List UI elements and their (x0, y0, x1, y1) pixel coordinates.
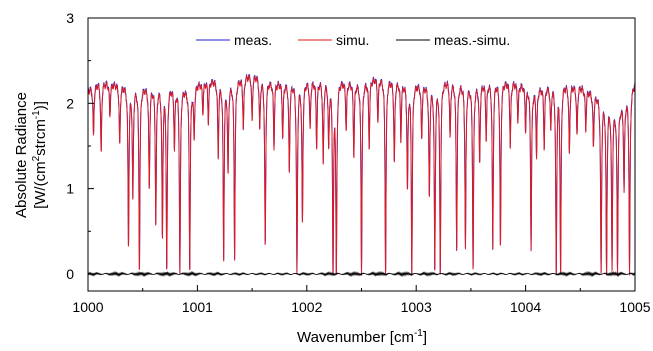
legend-label-simu: simu. (336, 32, 369, 48)
y-tick-label: 2 (66, 95, 74, 111)
legend-label-meas: meas. (234, 32, 272, 48)
x-axis-ticks: 1000 1001 1002 1003 1004 1005 (72, 285, 651, 315)
x-axis-title: Wavenumber [cm-1] (297, 328, 427, 346)
legend: meas. simu. meas.-simu. (196, 32, 510, 48)
y-axis-title: Absolute Radiance [W/(cm2strcm-1)] (13, 92, 49, 218)
x-tick-label: 1000 (72, 299, 103, 315)
x-tick-label: 1001 (182, 299, 213, 315)
x-tick-label: 1002 (291, 299, 322, 315)
legend-label-residual: meas.-simu. (434, 32, 510, 48)
y-axis-ticks: 0 1 2 3 (66, 10, 94, 282)
y-tick-label: 3 (66, 10, 74, 26)
plot-area (88, 73, 635, 278)
x-tick-label: 1005 (619, 299, 650, 315)
simu-series-line (88, 74, 635, 276)
y-tick-label: 1 (66, 181, 74, 197)
x-tick-label: 1003 (401, 299, 432, 315)
svg-text:Absolute Radiance: Absolute Radiance (13, 92, 30, 218)
x-tick-label: 1004 (510, 299, 541, 315)
y-tick-label: 0 (66, 266, 74, 282)
residual-series-line (88, 270, 635, 278)
svg-text:[W/(cm2strcm-1)]: [W/(cm2strcm-1)] (31, 101, 49, 209)
